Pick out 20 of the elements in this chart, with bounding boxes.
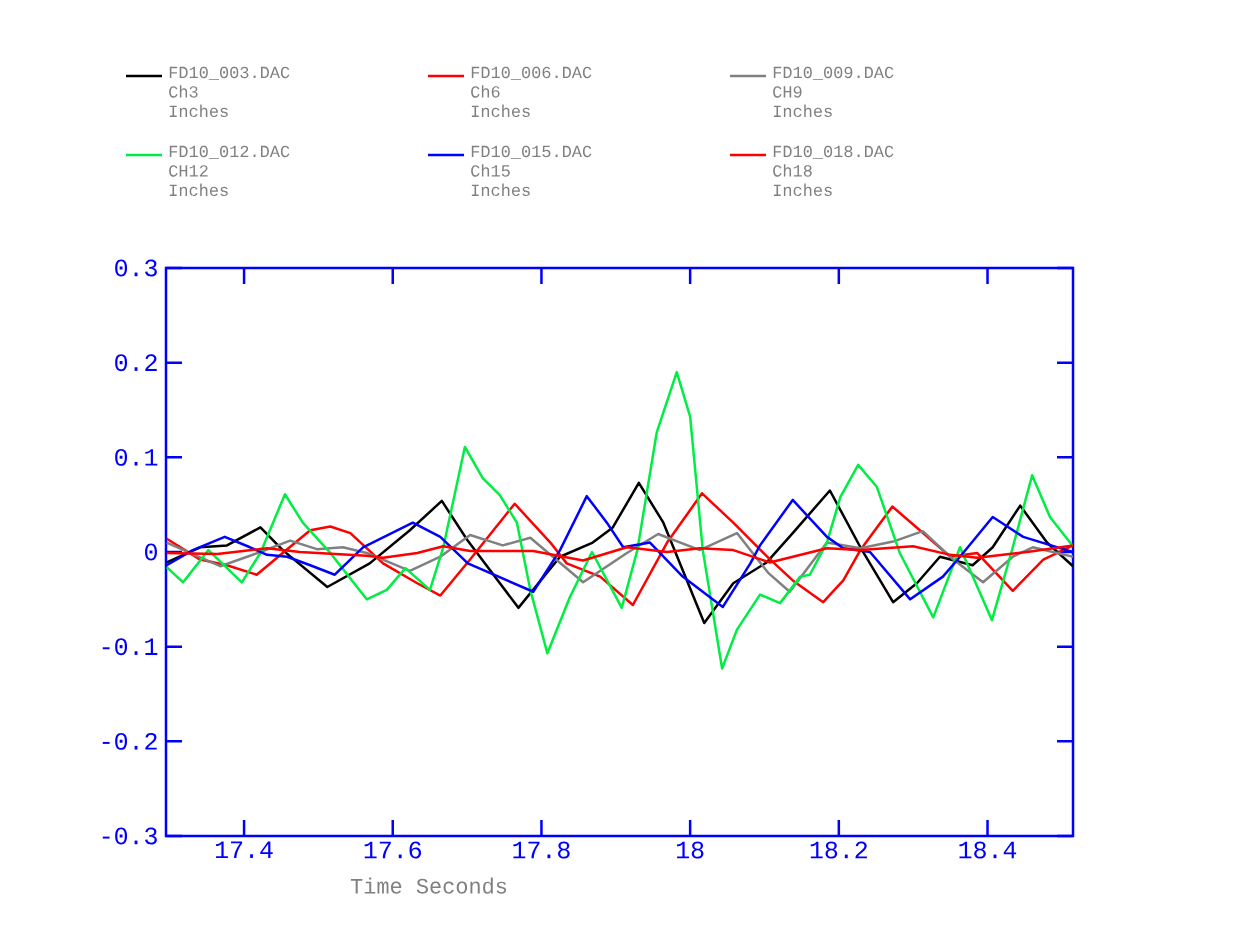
y-tick-label: 0.1 bbox=[115, 448, 158, 466]
y-tick-label: -0.1 bbox=[102, 638, 158, 656]
legend-label: FD10_015.DAC Ch15 Inches bbox=[471, 145, 592, 197]
x-tick-label: 17.4 bbox=[215, 841, 273, 858]
x-tick-label: 17.6 bbox=[364, 841, 422, 859]
y-tick-label: 0.2 bbox=[115, 354, 157, 372]
y-tick-label: -0.3 bbox=[102, 827, 157, 845]
x-tick-label: 17.8 bbox=[513, 841, 570, 859]
x-tick-label: 18.4 bbox=[959, 841, 1017, 859]
y-tick-label: 0.3 bbox=[115, 259, 157, 277]
legend-label: FD10_012.DAC CH12 Inches bbox=[169, 145, 290, 197]
legend-label: FD10_018.DAC Ch18 Inches bbox=[773, 145, 894, 197]
x-axis-title: Time Seconds bbox=[350, 877, 507, 894]
y-tick-label: -0.2 bbox=[102, 732, 157, 750]
legend-label: FD10_006.DAC Ch6 Inches bbox=[471, 66, 592, 118]
x-tick-label: 18.2 bbox=[810, 841, 867, 859]
legend-label: FD10_003.DAC Ch3 Inches bbox=[169, 66, 290, 118]
x-tick-label: 18 bbox=[676, 841, 704, 859]
y-tick-label: 0 bbox=[145, 543, 157, 561]
legend-label: FD10_009.DAC CH9 Inches bbox=[773, 66, 894, 118]
